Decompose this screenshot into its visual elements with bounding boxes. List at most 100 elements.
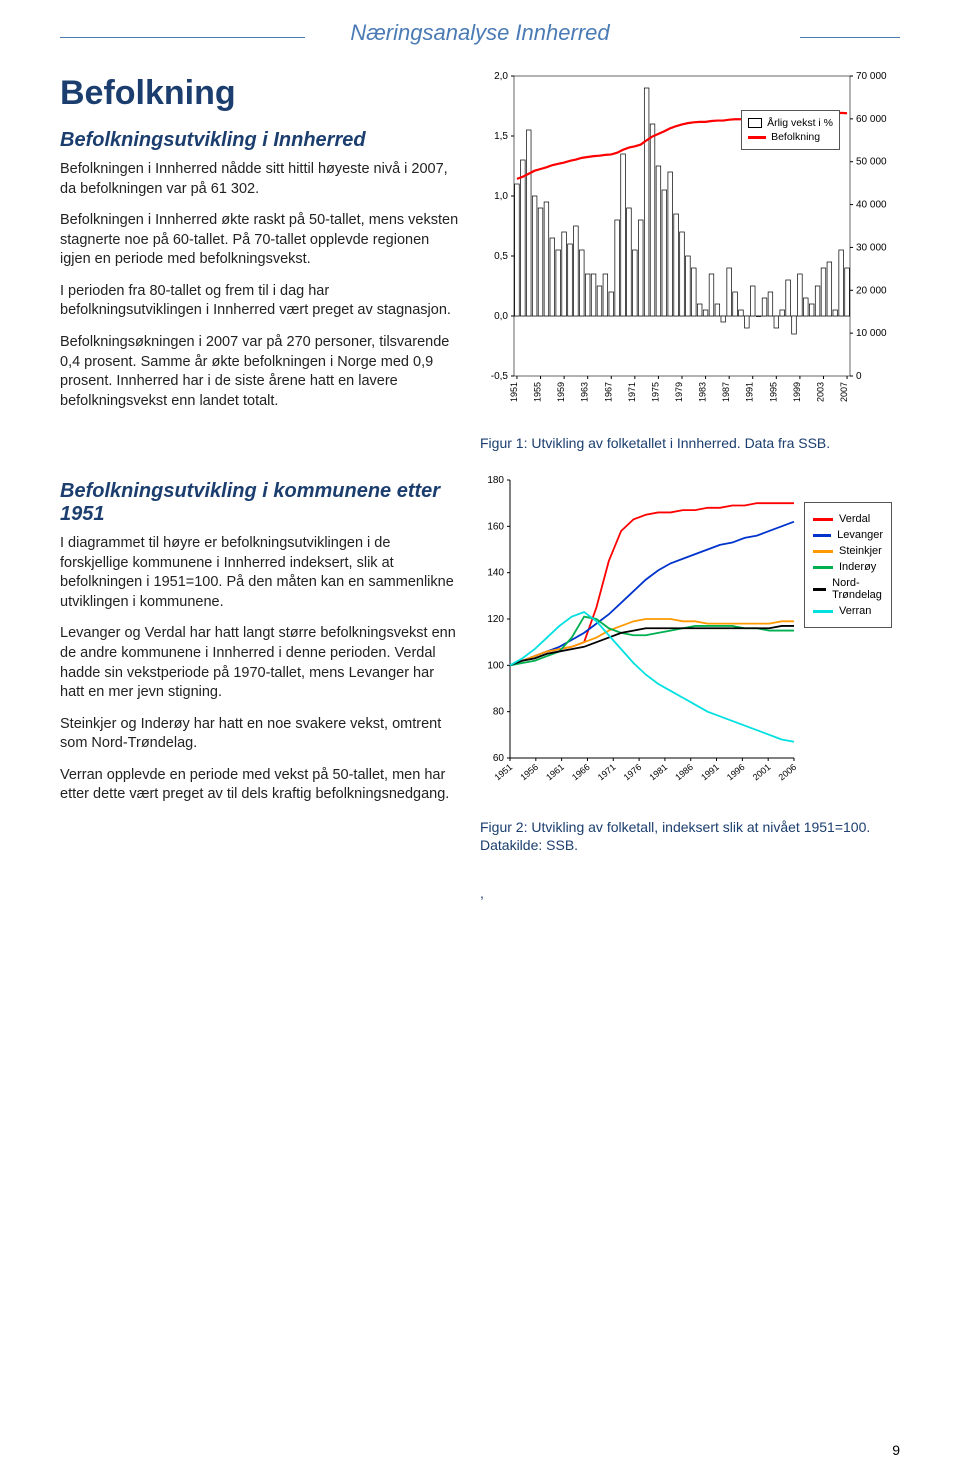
legend1-bar-swatch [748,118,762,128]
svg-text:120: 120 [487,614,504,625]
svg-text:1976: 1976 [622,762,644,783]
legend2-row: Steinkjer [813,545,883,557]
svg-text:1959: 1959 [556,382,566,402]
svg-text:1971: 1971 [596,762,618,783]
legend2-label: Nord-Trøndelag [832,577,883,601]
svg-text:-0,5: -0,5 [491,371,509,382]
row-1: Befolkning Befolkningsutvikling i Innher… [60,68,900,452]
svg-text:2007: 2007 [839,382,849,402]
svg-text:2006: 2006 [777,762,799,783]
figure-1-caption: Figur 1: Utvikling av folketallet i Innh… [480,434,900,452]
sub-title-2: Befolkningsutvikling i kommunene etter 1… [60,480,460,526]
legend2-swatch [813,550,833,553]
svg-text:1995: 1995 [768,382,778,402]
chart2-legend: Verdal Levanger Steinkjer Inderøy Nord-Trønd… [804,502,892,628]
legend2-row: Nord-Trøndelag [813,577,883,601]
svg-text:30 000: 30 000 [856,242,887,253]
svg-text:100: 100 [487,661,504,672]
svg-text:60 000: 60 000 [856,114,887,125]
header-rule-left [60,37,305,38]
svg-text:20 000: 20 000 [856,285,887,296]
legend2-swatch [813,566,833,569]
svg-text:1956: 1956 [518,762,540,783]
para-5: I diagrammet til høyre er befolkningsutv… [60,534,460,612]
para-6: Levanger og Verdal har hatt langt større… [60,624,460,702]
svg-text:1966: 1966 [570,762,592,783]
svg-text:1951: 1951 [509,382,519,402]
svg-text:1999: 1999 [792,382,802,402]
svg-text:1991: 1991 [745,382,755,402]
svg-text:1955: 1955 [533,382,543,402]
legend1-bar-label: Årlig vekst i % [767,117,833,129]
svg-text:0,5: 0,5 [494,251,508,262]
page-number: 9 [892,1442,900,1458]
svg-text:2,0: 2,0 [494,71,508,82]
right-column-2: 6080100120140160180195119561961196619711… [480,472,900,900]
legend2-label: Steinkjer [839,545,882,557]
svg-text:2003: 2003 [815,382,825,402]
legend1-line-row: Befolkning [748,131,833,143]
para-4: Befolkningsøkningen i 2007 var på 270 pe… [60,333,460,411]
sub-title-1: Befolkningsutvikling i Innherred [60,129,460,152]
svg-text:1963: 1963 [580,382,590,402]
chart2-svg: 6080100120140160180195119561961196619711… [480,472,800,802]
para-2: Befolkningen i Innherred økte raskt på 5… [60,211,460,270]
svg-text:1971: 1971 [627,382,637,402]
svg-text:1961: 1961 [544,762,566,783]
figure-2-caption: Figur 2: Utvikling av folketall, indekse… [480,818,900,854]
page-header: Næringsanalyse Innherred [60,20,900,50]
svg-text:1979: 1979 [674,382,684,402]
svg-text:1996: 1996 [725,762,747,783]
legend2-label: Inderøy [839,561,876,573]
svg-text:1983: 1983 [698,382,708,402]
figure-1-chart: -0,5 0,0 0,5 1,0 1,5 2,0 0 10 000 20 000 30 000 40… [480,68,900,428]
svg-text:70 000: 70 000 [856,71,887,82]
svg-text:1986: 1986 [673,762,695,783]
chart1-legend: Årlig vekst i % Befolkning [741,110,840,150]
svg-text:0,0: 0,0 [494,311,508,322]
right-column-1: -0,5 0,0 0,5 1,0 1,5 2,0 0 10 000 20 000 30 000 40… [480,68,900,452]
svg-text:80: 80 [493,707,505,718]
para-1: Befolkningen i Innherred nådde sitt hitt… [60,160,460,199]
legend2-label: Verran [839,605,871,617]
svg-text:1981: 1981 [647,762,669,783]
para-8: Verran opplevde en periode med vekst på … [60,766,460,805]
header-rule-right [800,37,900,38]
legend2-swatch [813,534,831,537]
legend1-line-swatch [748,136,766,139]
legend2-swatch [813,610,833,613]
legend2-label: Verdal [839,513,870,525]
page-header-title: Næringsanalyse Innherred [350,20,609,45]
svg-text:1987: 1987 [721,382,731,402]
svg-text:1991: 1991 [699,762,721,783]
legend1-bar-row: Årlig vekst i % [748,117,833,129]
figure-2-chart: 6080100120140160180195119561961196619711… [480,472,900,812]
legend2-swatch [813,588,826,591]
svg-text:1951: 1951 [493,762,515,783]
legend2-row: Inderøy [813,561,883,573]
svg-text:1,0: 1,0 [494,191,508,202]
svg-text:60: 60 [493,753,505,764]
legend2-row: Levanger [813,529,883,541]
svg-text:1,5: 1,5 [494,131,508,142]
svg-text:140: 140 [487,568,504,579]
left-column-2: Befolkningsutvikling i kommunene etter 1… [60,472,460,900]
legend2-swatch [813,518,833,521]
left-column-1: Befolkning Befolkningsutvikling i Innher… [60,68,460,452]
svg-text:2001: 2001 [751,762,773,783]
para-3: I perioden fra 80-tallet og frem til i d… [60,282,460,321]
svg-text:0: 0 [856,371,862,382]
legend1-line-label: Befolkning [771,131,820,143]
svg-text:50 000: 50 000 [856,157,887,168]
svg-text:180: 180 [487,475,504,486]
svg-text:1975: 1975 [650,382,660,402]
spacer [60,452,900,472]
svg-text:10 000: 10 000 [856,328,887,339]
main-title: Befolkning [60,74,460,113]
row-2: Befolkningsutvikling i kommunene etter 1… [60,472,900,900]
stray-comma: , [480,885,900,901]
legend2-row: Verran [813,605,883,617]
legend2-row: Verdal [813,513,883,525]
svg-text:40 000: 40 000 [856,200,887,211]
svg-text:1967: 1967 [603,382,613,402]
